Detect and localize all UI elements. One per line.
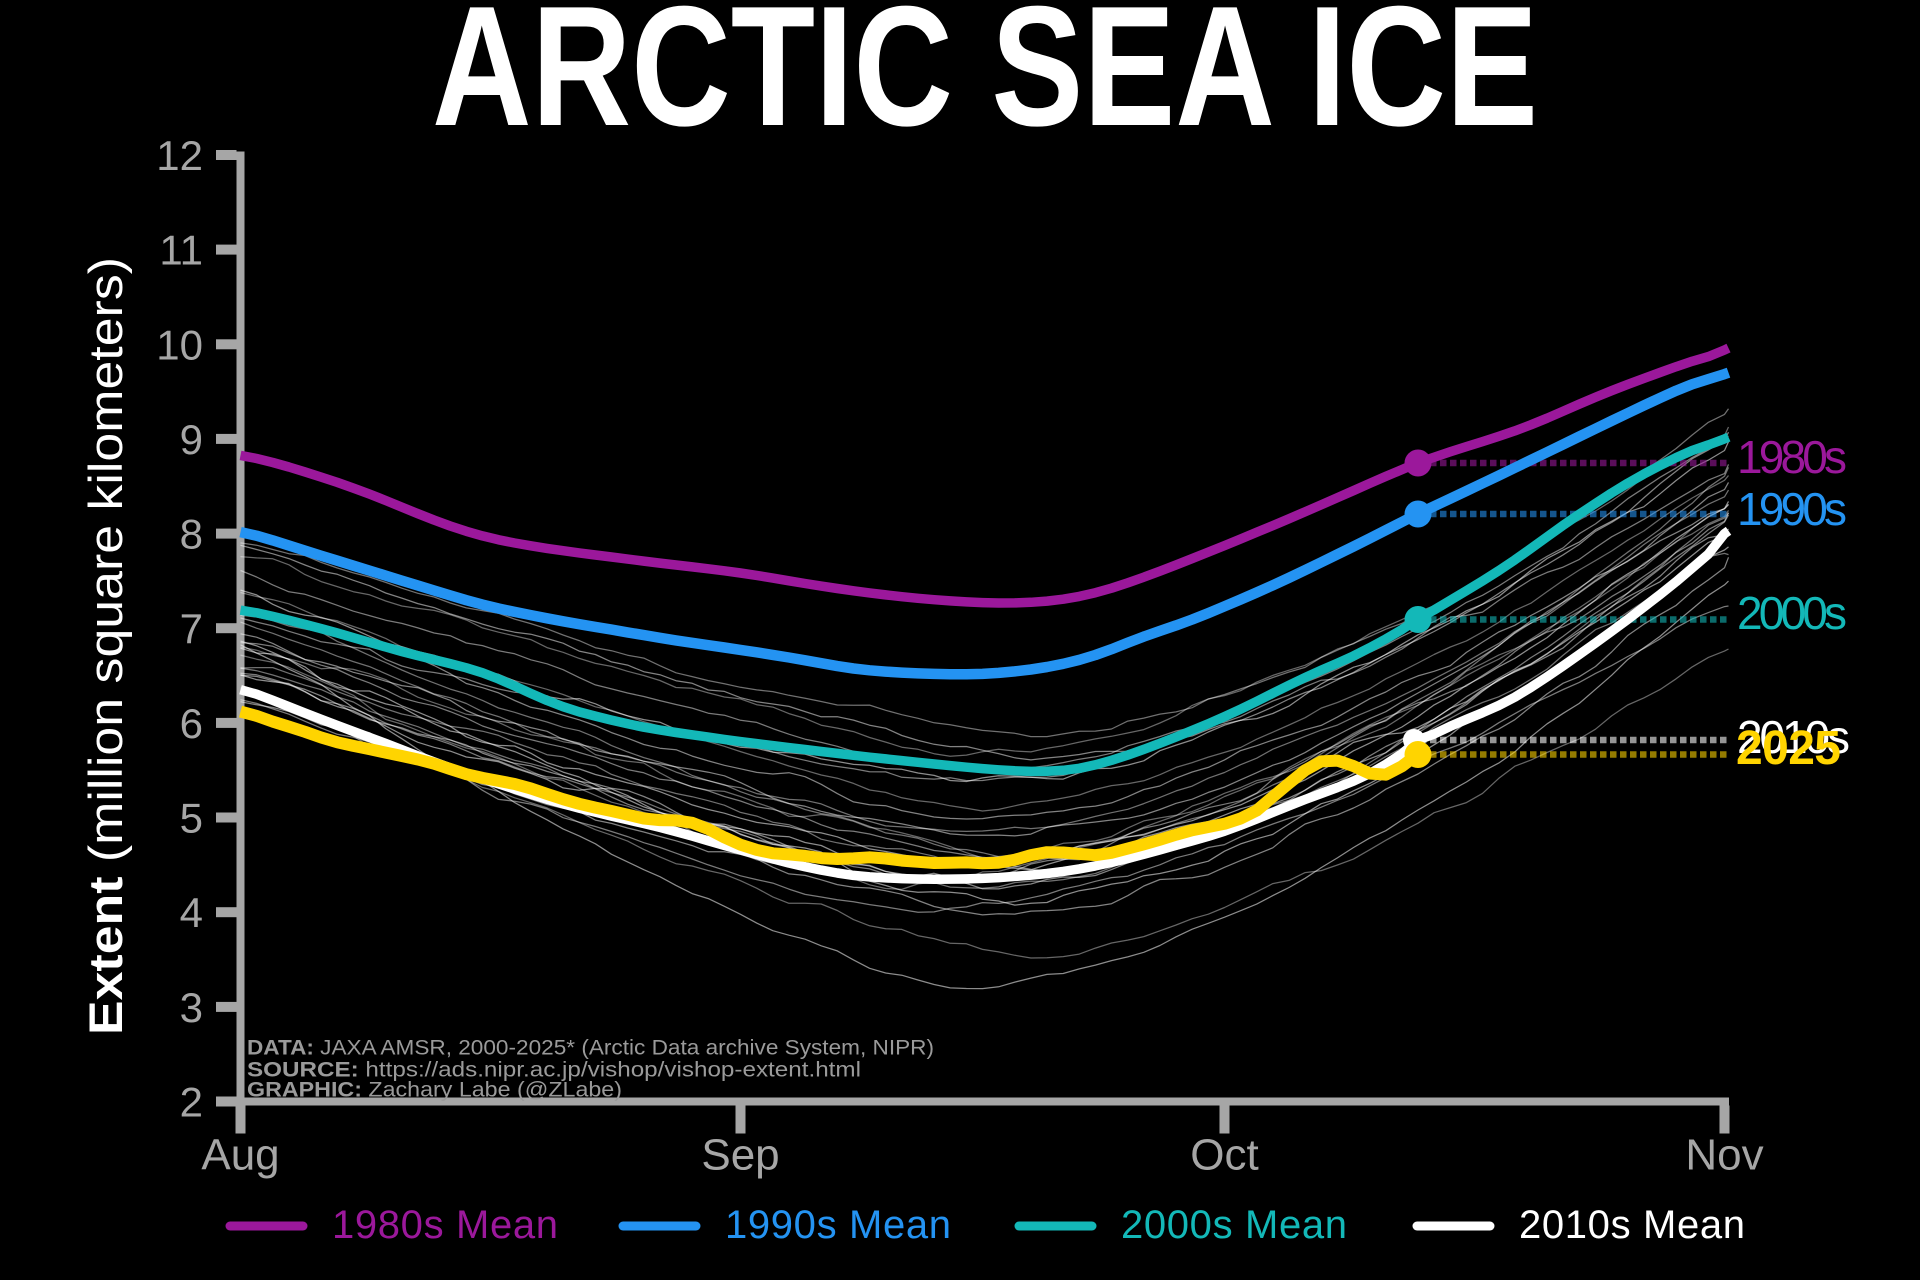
- svg-text:SOURCE: https://ads.nipr.ac.jp: SOURCE: https://ads.nipr.ac.jp/vishop/vi…: [247, 1059, 861, 1082]
- svg-text:Aug: Aug: [201, 1131, 279, 1180]
- svg-text:2: 2: [180, 1079, 203, 1126]
- svg-text:4: 4: [180, 889, 203, 936]
- svg-text:10: 10: [156, 321, 203, 368]
- svg-text:DATA: JAXA AMSR, 2000-2025* (A: DATA: JAXA AMSR, 2000-2025* (Arctic Data…: [247, 1037, 934, 1060]
- svg-text:6: 6: [180, 700, 203, 747]
- svg-text:1980s: 1980s: [1737, 431, 1847, 483]
- svg-text:2010s: 2010s: [1737, 711, 1850, 763]
- svg-text:GRAPHIC: Zachary Labe (@ZLabe): GRAPHIC: Zachary Labe (@ZLabe): [247, 1079, 622, 1102]
- svg-text:ARCTIC SEA ICE: ARCTIC SEA ICE: [432, 0, 1538, 162]
- svg-text:1980s Mean: 1980s Mean: [332, 1203, 558, 1247]
- svg-text:7: 7: [180, 605, 203, 652]
- svg-text:5: 5: [180, 795, 203, 842]
- svg-text:8: 8: [180, 511, 203, 558]
- svg-text:9: 9: [180, 416, 203, 463]
- svg-text:1990s Mean: 1990s Mean: [725, 1203, 951, 1247]
- svg-text:Extent (million square kilomet: Extent (million square kilometers): [79, 257, 132, 1035]
- svg-text:11: 11: [159, 227, 203, 274]
- svg-text:Oct: Oct: [1190, 1131, 1258, 1180]
- svg-text:2010s Mean: 2010s Mean: [1519, 1203, 1745, 1247]
- svg-text:2000s: 2000s: [1737, 587, 1847, 639]
- svg-text:Nov: Nov: [1685, 1131, 1763, 1180]
- svg-text:2025: 2025: [1736, 722, 1841, 775]
- svg-text:2000s Mean: 2000s Mean: [1121, 1203, 1347, 1247]
- svg-text:1990s: 1990s: [1737, 483, 1847, 535]
- svg-text:3: 3: [180, 984, 203, 1031]
- svg-text:Sep: Sep: [701, 1131, 779, 1180]
- svg-text:12: 12: [156, 132, 203, 179]
